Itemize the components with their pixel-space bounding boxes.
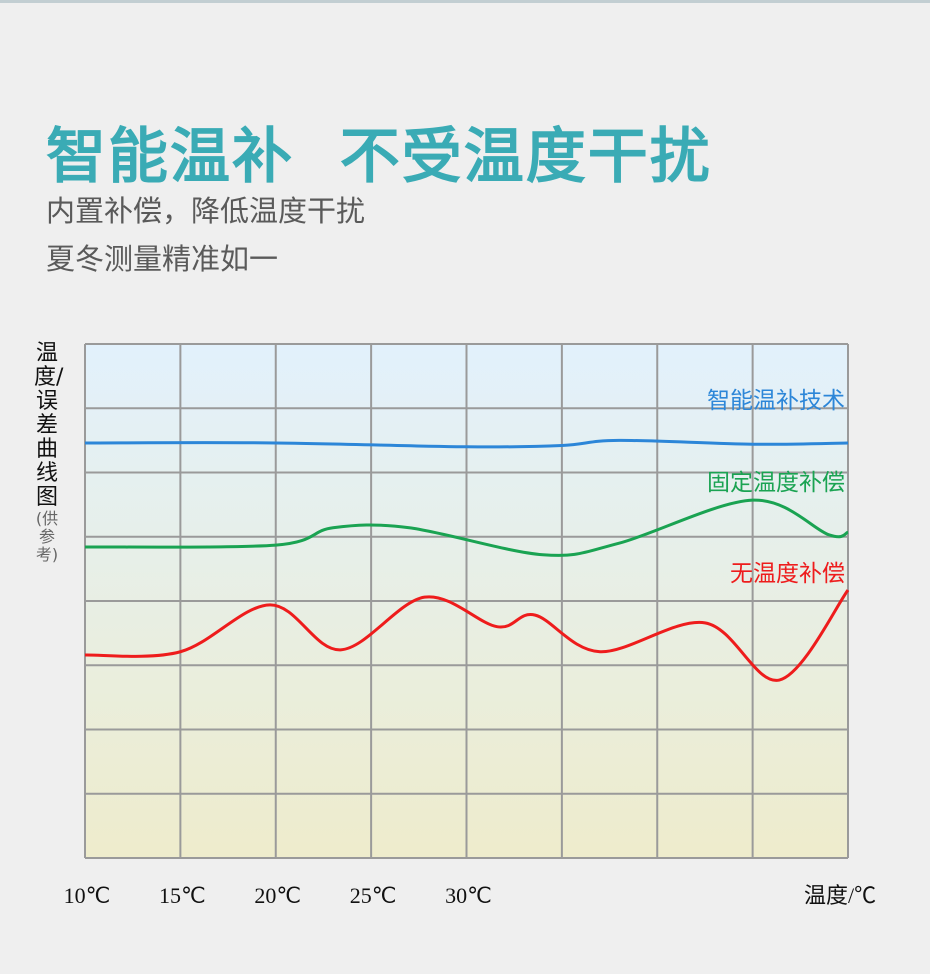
series-line-1 — [84, 498, 849, 557]
series-label-2: 无温度补偿 — [730, 561, 845, 587]
top-image-strip — [0, 0, 930, 3]
series-label-1: 固定温度补偿 — [707, 470, 845, 496]
series-label-0: 智能温补技术 — [707, 388, 845, 414]
y-axis-note: (供参考) — [35, 509, 59, 564]
x-tick-label: 15℃ — [159, 883, 206, 908]
series-line-0 — [84, 438, 849, 449]
y-axis-title: 温度/误差曲线图 — [34, 341, 64, 510]
x-tick-label: 30℃ — [445, 883, 492, 908]
y-axis-label: 温度/误差曲线图 (供参考) — [34, 341, 64, 564]
subtitle-line-1: 内置补偿，降低温度干扰 — [46, 194, 366, 228]
page-title: 智能温补 不受温度干扰 — [46, 122, 712, 192]
x-tick-label: 10℃ — [64, 883, 111, 908]
subtitle-line-2: 夏冬测量精准如一 — [46, 242, 279, 276]
x-tick-label: 20℃ — [254, 883, 301, 908]
x-tick-label: 25℃ — [350, 883, 397, 908]
series-line-2 — [84, 589, 850, 682]
x-axis-label: 温度/℃ — [804, 883, 876, 908]
